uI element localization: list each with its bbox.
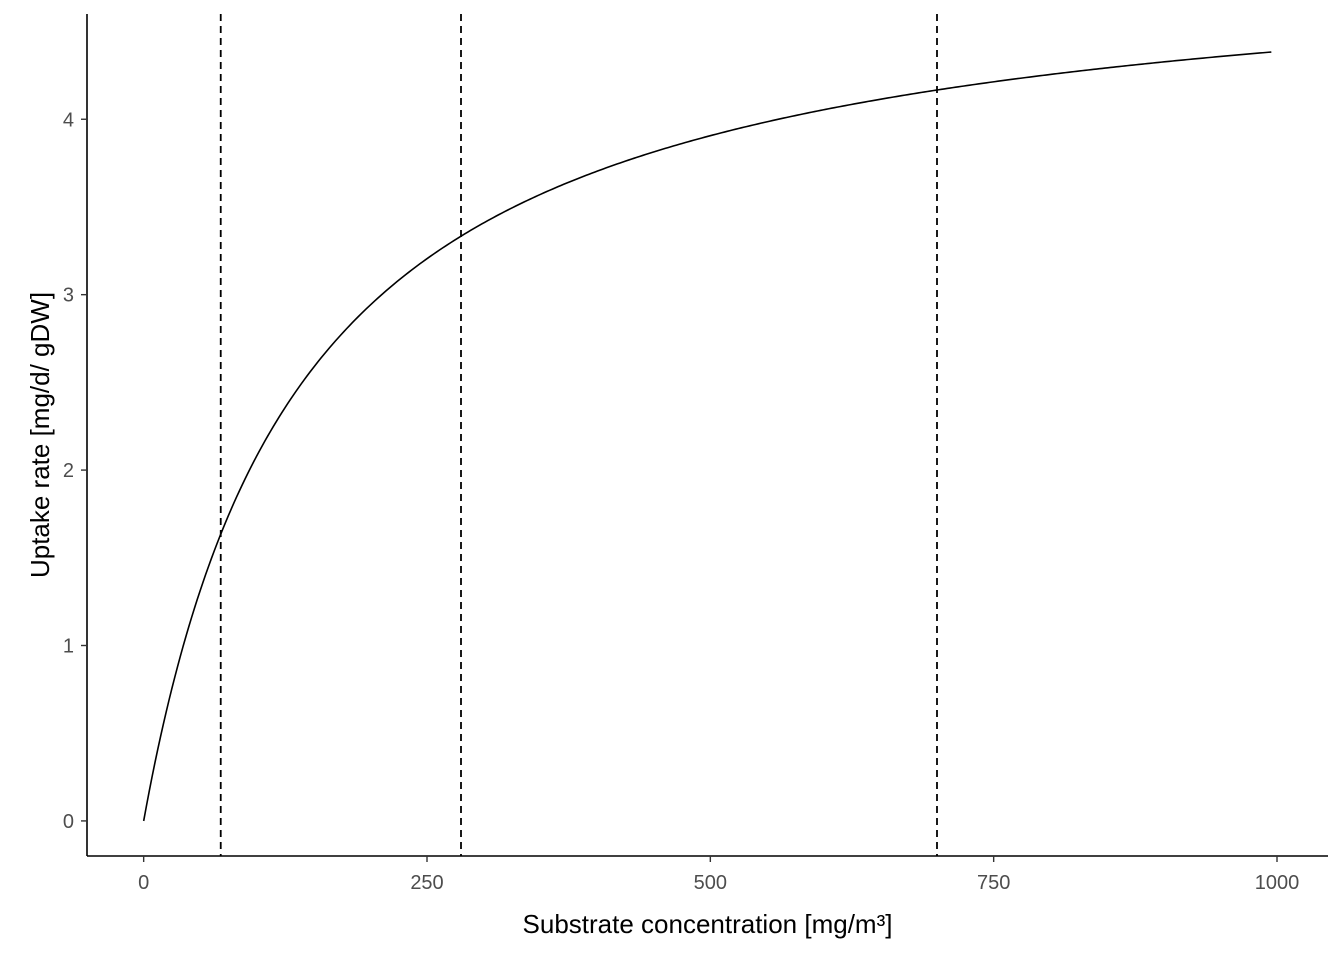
x-tick-label: 1000 (1255, 872, 1300, 894)
y-axis-title: Uptake rate [mg/d/ gDW] (25, 292, 55, 578)
series-line (142, 51, 1272, 822)
y-tick-label: 0 (63, 811, 74, 833)
x-tick-label: 0 (138, 872, 149, 894)
axes (86, 14, 1328, 857)
x-tick-label: 500 (694, 872, 727, 894)
x-tick-label: 750 (977, 872, 1010, 894)
x-axis-title: Substrate concentration [mg/m³] (523, 909, 893, 939)
y-tick-label: 3 (63, 285, 74, 307)
y-tick-label: 1 (63, 636, 74, 658)
reference-lines (219, 14, 938, 856)
x-tick-label: 250 (410, 872, 443, 894)
y-tick-label: 4 (63, 109, 74, 131)
y-tick-label: 2 (63, 460, 74, 482)
series-layer (142, 51, 1272, 822)
y-ticks: 0 1 2 3 4 (63, 109, 87, 833)
x-ticks: 0 250 500 750 1000 (138, 856, 1299, 894)
